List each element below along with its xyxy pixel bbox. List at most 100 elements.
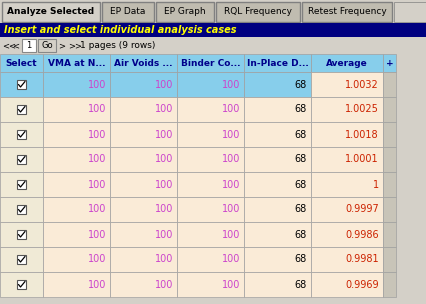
Bar	[0, 37, 426, 54]
Bar	[311, 197, 383, 222]
Text: Insert and select individual analysis cases: Insert and select individual analysis ca…	[4, 25, 236, 35]
Bar	[0, 54, 43, 72]
Text: 68: 68	[295, 279, 307, 289]
Text: 0.9986: 0.9986	[345, 230, 379, 240]
Bar	[177, 172, 244, 197]
Text: 0.9997: 0.9997	[345, 205, 379, 215]
Text: Select: Select	[6, 58, 37, 67]
Bar	[383, 222, 396, 247]
Text: 0.9969: 0.9969	[345, 279, 379, 289]
Bar	[17, 230, 26, 239]
Bar	[244, 172, 311, 197]
Bar	[383, 147, 396, 172]
Bar	[0, 172, 43, 197]
Bar	[383, 247, 396, 272]
Text: 1.0001: 1.0001	[345, 154, 379, 164]
FancyBboxPatch shape	[102, 2, 154, 22]
Text: 0.9981: 0.9981	[345, 254, 379, 264]
Bar	[110, 172, 177, 197]
Bar	[244, 122, 311, 147]
FancyBboxPatch shape	[156, 2, 214, 22]
Text: 100: 100	[155, 179, 173, 189]
Bar	[177, 222, 244, 247]
Bar	[43, 97, 110, 122]
Bar	[110, 247, 177, 272]
Bar	[17, 180, 26, 189]
Text: 1: 1	[373, 179, 379, 189]
Text: 1.0025: 1.0025	[345, 105, 379, 115]
Text: >: >	[58, 41, 65, 50]
Bar	[110, 197, 177, 222]
Text: 100: 100	[155, 154, 173, 164]
Bar	[17, 105, 26, 114]
Text: 100: 100	[88, 179, 106, 189]
Bar	[43, 272, 110, 297]
Text: 68: 68	[295, 205, 307, 215]
Bar	[177, 197, 244, 222]
Bar	[383, 272, 396, 297]
Text: 68: 68	[295, 80, 307, 89]
Text: 100: 100	[155, 279, 173, 289]
Bar	[177, 54, 244, 72]
Text: 100: 100	[222, 279, 240, 289]
Bar	[17, 205, 26, 214]
Text: 1.0032: 1.0032	[345, 80, 379, 89]
Text: 68: 68	[295, 154, 307, 164]
Bar	[383, 54, 396, 72]
Text: 100: 100	[222, 179, 240, 189]
Bar	[110, 272, 177, 297]
Text: 100: 100	[222, 254, 240, 264]
Text: >>: >>	[68, 41, 82, 50]
FancyBboxPatch shape	[22, 39, 36, 52]
Text: 100: 100	[222, 205, 240, 215]
FancyBboxPatch shape	[302, 2, 392, 22]
Text: Retest Frequency: Retest Frequency	[308, 8, 386, 16]
Text: 100: 100	[88, 80, 106, 89]
Text: EP Graph: EP Graph	[164, 8, 206, 16]
Bar	[110, 147, 177, 172]
Bar	[311, 97, 383, 122]
Bar	[244, 247, 311, 272]
Bar	[0, 72, 43, 97]
Bar	[177, 147, 244, 172]
Bar	[394, 2, 426, 22]
Text: 100: 100	[155, 205, 173, 215]
Text: 100: 100	[222, 80, 240, 89]
Text: Binder Co...: Binder Co...	[181, 58, 240, 67]
FancyBboxPatch shape	[38, 39, 56, 52]
Bar	[43, 72, 110, 97]
Bar	[0, 197, 43, 222]
Text: Go: Go	[41, 41, 53, 50]
Bar	[43, 222, 110, 247]
Bar	[17, 130, 26, 139]
Bar	[383, 72, 396, 97]
Text: 1.0018: 1.0018	[345, 130, 379, 140]
Bar	[0, 272, 43, 297]
Text: 1 pages (9 rows): 1 pages (9 rows)	[80, 41, 155, 50]
Bar	[383, 172, 396, 197]
Bar	[43, 172, 110, 197]
Text: 100: 100	[88, 279, 106, 289]
Text: 100: 100	[88, 205, 106, 215]
FancyBboxPatch shape	[2, 2, 100, 22]
Bar	[17, 255, 26, 264]
Bar	[383, 97, 396, 122]
Bar	[177, 97, 244, 122]
Text: 100: 100	[155, 105, 173, 115]
Bar	[43, 54, 110, 72]
Bar	[0, 222, 43, 247]
Bar	[17, 80, 26, 89]
Text: 100: 100	[155, 80, 173, 89]
Bar	[0, 2, 426, 24]
Bar	[110, 122, 177, 147]
Bar	[177, 72, 244, 97]
Bar	[244, 147, 311, 172]
Bar	[0, 147, 43, 172]
Bar	[311, 122, 383, 147]
FancyBboxPatch shape	[216, 2, 300, 22]
Bar	[0, 97, 43, 122]
Bar	[244, 222, 311, 247]
Bar	[311, 247, 383, 272]
Text: 100: 100	[222, 230, 240, 240]
Text: +: +	[386, 58, 393, 67]
